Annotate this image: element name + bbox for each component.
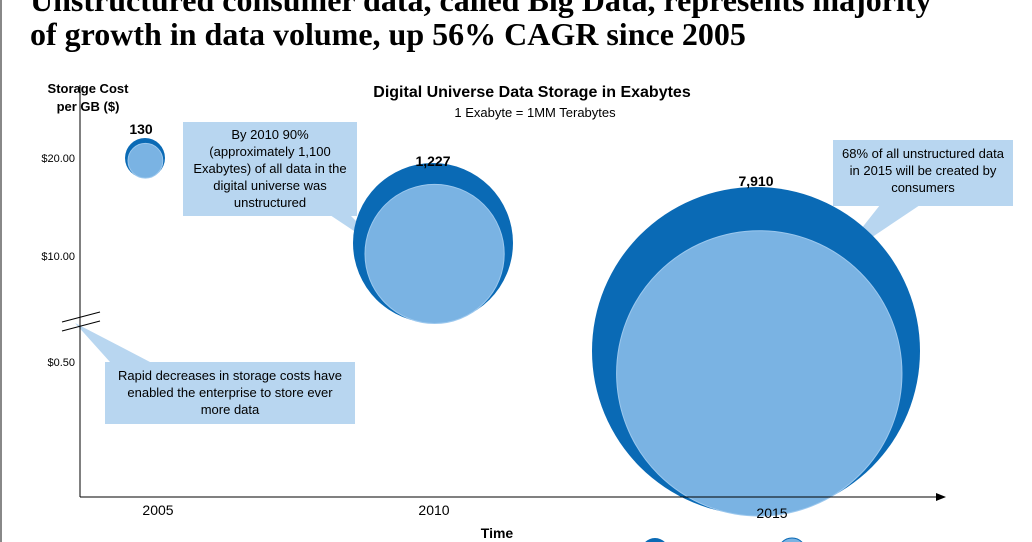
y-axis-label: per GB ($) xyxy=(57,99,120,114)
axis-break-mark xyxy=(61,320,101,332)
legend-marker-outer xyxy=(645,538,665,542)
slide-title-line-1: Unstructured consumer data, called Big D… xyxy=(30,0,932,18)
y-tick-label: $20.00 xyxy=(41,153,75,165)
bubble-label-2005: 130 xyxy=(129,121,153,137)
callout-storage-cost: Rapid decreases in storage costs have en… xyxy=(105,362,355,424)
axis-break-mark xyxy=(61,311,101,323)
bubble-inner-2010 xyxy=(364,183,505,325)
y-tick-label: $10.00 xyxy=(41,251,75,263)
slide-edge xyxy=(0,0,2,542)
chart-title: Digital Universe Data Storage in Exabyte… xyxy=(373,84,691,101)
callout-pointer-cost xyxy=(75,323,150,362)
callout-2015: 68% of all unstructured data in 2015 wil… xyxy=(833,140,1013,206)
bubble-label-2015: 7,910 xyxy=(738,173,773,189)
bubble-inner-2015 xyxy=(616,230,903,517)
y-tick-label: $0.50 xyxy=(47,357,75,369)
chart-subtitle: 1 Exabyte = 1MM Terabytes xyxy=(454,105,616,120)
bubble-label-2010: 1,227 xyxy=(415,153,450,169)
x-tick-label: 2005 xyxy=(142,502,173,518)
bubble-inner-2005 xyxy=(127,142,164,179)
slide-title-line-2: of growth in data volume, up 56% CAGR si… xyxy=(30,16,746,52)
x-tick-label: 2015 xyxy=(756,505,787,521)
y-axis-label: Storage Cost xyxy=(48,81,130,96)
x-axis-label: Time xyxy=(481,525,514,541)
x-tick-label: 2010 xyxy=(418,502,449,518)
callout-2010: By 2010 90% (approximately 1,100 Exabyte… xyxy=(183,122,357,216)
legend-marker-inner xyxy=(781,537,803,542)
